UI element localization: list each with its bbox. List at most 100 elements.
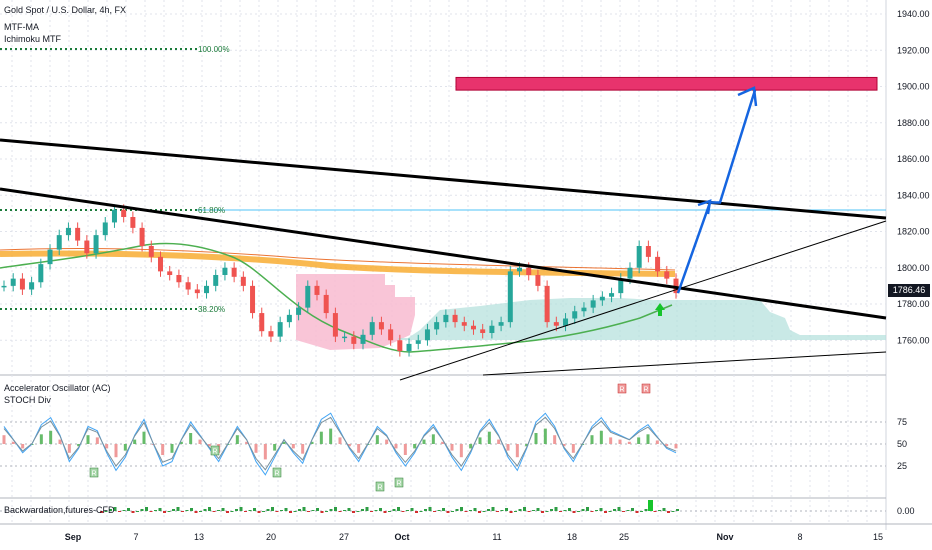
candle-body xyxy=(93,235,99,254)
backwardation-bar xyxy=(104,511,108,512)
ac-bar xyxy=(282,441,286,444)
backwardation-bar xyxy=(487,509,490,511)
indicator-ichimoku[interactable]: Ichimoku MTF xyxy=(4,34,62,44)
candle-body xyxy=(424,329,430,341)
backwardation-bar xyxy=(221,508,225,511)
ac-bar xyxy=(571,444,575,453)
candle-body xyxy=(167,271,173,275)
backwardation-bar xyxy=(644,509,648,511)
time-tick: 15 xyxy=(873,532,883,542)
backwardation-bar xyxy=(361,509,364,511)
r-signal-text: R xyxy=(643,387,648,394)
candle-body xyxy=(102,222,108,236)
ac-bar xyxy=(497,439,501,444)
time-tick: 27 xyxy=(339,532,349,542)
ac-bar xyxy=(2,435,6,444)
backwardation-bar xyxy=(293,511,297,512)
ac-bar xyxy=(105,444,109,449)
backwardation-bar xyxy=(280,510,283,511)
r-signal-badge xyxy=(375,481,385,492)
time-tick: 8 xyxy=(797,532,802,542)
ac-bar xyxy=(319,431,323,444)
price-tick: 1820.00 xyxy=(897,227,930,237)
candle-body xyxy=(185,282,191,290)
ac-bar xyxy=(646,434,650,444)
backwardation-bar xyxy=(631,508,634,511)
backwardation-bar xyxy=(271,507,274,511)
candle-body xyxy=(452,314,458,323)
backwardation-bar xyxy=(419,511,423,512)
backwardation-bar xyxy=(505,508,508,511)
symbol-title[interactable]: Gold Spot / U.S. Dollar, 4h, FX xyxy=(4,5,127,15)
ac-bar xyxy=(450,444,454,451)
oscillator-tick: 25 xyxy=(897,461,907,471)
backwardation-bar xyxy=(464,511,468,512)
ac-bar xyxy=(413,444,417,449)
candle-body xyxy=(599,296,605,301)
r-signal-badge xyxy=(272,467,282,478)
candle-body xyxy=(369,322,375,335)
candle-body xyxy=(148,246,154,257)
backwardation-bar xyxy=(370,511,373,512)
candle-body xyxy=(176,275,182,283)
price-tick: 1840.00 xyxy=(897,190,930,200)
trendlines xyxy=(0,138,887,381)
backwardation-bar xyxy=(113,507,117,511)
backwardation-bar xyxy=(379,508,382,511)
ac-bar xyxy=(627,441,631,444)
trendline-lower xyxy=(0,187,887,320)
backwardation-bar xyxy=(469,510,472,511)
backwardation-bar xyxy=(383,511,387,513)
backwardation-bar xyxy=(347,508,351,511)
r-signal-badge xyxy=(641,383,651,394)
cloud-teal xyxy=(398,298,886,340)
candle-body xyxy=(332,313,338,337)
price-tick: 1760.00 xyxy=(897,335,930,345)
oscillator-subtitle[interactable]: STOCH Div xyxy=(4,395,51,405)
ac-bar xyxy=(49,430,53,444)
candle-body xyxy=(259,313,265,332)
candle-body xyxy=(204,285,210,294)
backwardation-bar xyxy=(356,511,360,512)
backwardation-bar xyxy=(343,510,346,511)
price-tick: 1880.00 xyxy=(897,118,930,128)
candle-body xyxy=(544,285,550,323)
time-tick: Sep xyxy=(65,532,82,542)
backwardation-bar xyxy=(176,507,180,511)
trendline-channel xyxy=(482,351,887,376)
bottom-panel-title[interactable]: Backwardation,futures-CFD xyxy=(4,505,115,515)
backwardation-bar xyxy=(613,509,616,511)
backwardation-bar xyxy=(455,509,459,511)
backwardation-bar xyxy=(329,509,333,511)
candle-body xyxy=(29,282,35,290)
ac-bar xyxy=(198,439,202,444)
ac-bar xyxy=(254,444,258,453)
candle-body xyxy=(286,314,292,323)
backwardation-bar xyxy=(410,508,414,511)
candle-body xyxy=(655,256,661,272)
candle-body xyxy=(240,276,246,286)
candle-body xyxy=(157,256,163,272)
backwardation-bar xyxy=(149,511,153,512)
candle-body xyxy=(10,278,16,286)
backwardation-bar xyxy=(248,510,252,511)
indicator-mtf-ma[interactable]: MTF-MA xyxy=(4,22,39,32)
backwardation-bar xyxy=(653,511,657,512)
candle-body xyxy=(489,325,495,333)
candle-body xyxy=(636,246,642,268)
r-signal-text: R xyxy=(377,485,382,492)
backwardation-bar xyxy=(626,510,630,511)
backwardation-bar xyxy=(667,511,670,513)
backwardation-bar xyxy=(334,507,337,511)
ac-bar xyxy=(375,435,379,444)
backwardation-bar xyxy=(374,510,378,511)
fib-label-618: 61.80% xyxy=(198,206,226,215)
candle-body xyxy=(47,249,53,265)
oscillator-title[interactable]: Accelerator Oscillator (AC) xyxy=(4,383,111,393)
backwardation-bar xyxy=(671,511,675,512)
candle-body xyxy=(360,334,366,344)
candle-body xyxy=(1,285,7,288)
backwardation-bar xyxy=(320,511,324,513)
backwardation-bar xyxy=(311,510,315,511)
